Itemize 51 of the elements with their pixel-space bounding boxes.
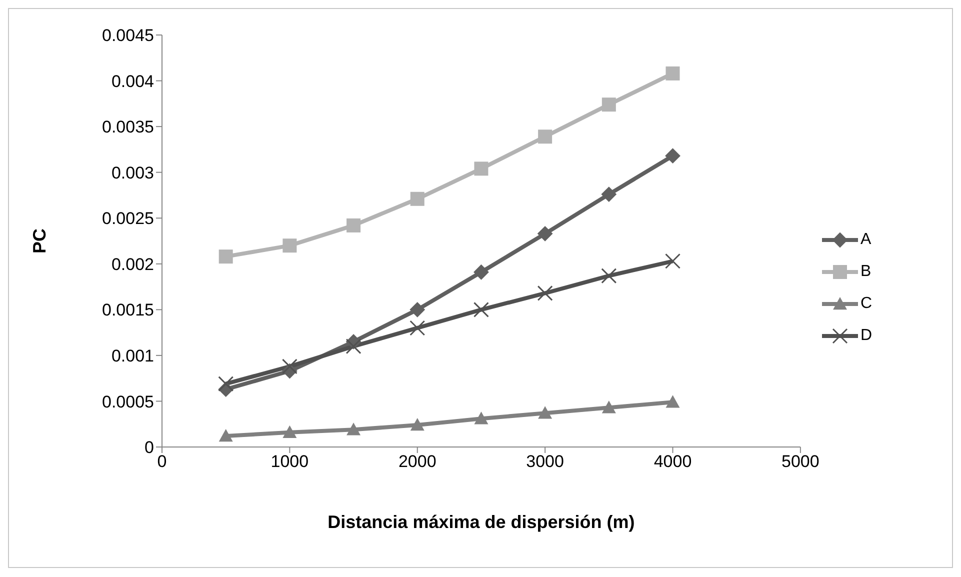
x-tick-label: 3000 xyxy=(526,452,564,472)
point xyxy=(410,192,424,206)
point xyxy=(282,238,297,253)
point xyxy=(474,412,488,424)
point xyxy=(538,130,552,144)
x-tick-label: 4000 xyxy=(654,452,692,472)
point xyxy=(410,320,426,336)
point xyxy=(346,218,361,232)
y-tick-label: 0.0015 xyxy=(102,300,154,320)
point xyxy=(218,376,234,392)
x-tick-label: 2000 xyxy=(398,452,436,472)
point xyxy=(473,302,489,318)
point xyxy=(601,186,616,202)
point xyxy=(538,226,553,242)
x-axis-title: Distancia máxima de dispersión (m) xyxy=(328,512,635,532)
point xyxy=(666,395,680,408)
point xyxy=(410,302,425,318)
point xyxy=(346,422,361,436)
y-tick-label: 0.0005 xyxy=(102,392,154,412)
point xyxy=(474,264,489,280)
point xyxy=(601,268,617,284)
y-tick-label: 0 xyxy=(144,438,154,458)
point xyxy=(282,425,297,438)
point xyxy=(218,250,233,264)
point xyxy=(474,162,488,176)
point xyxy=(538,406,552,419)
point xyxy=(602,98,616,112)
y-tick-label: 0.0035 xyxy=(102,118,154,137)
y-tick-label: 0.001 xyxy=(111,346,154,366)
point xyxy=(218,429,233,442)
legend-label: C xyxy=(860,295,872,313)
point xyxy=(346,338,362,354)
x-tick-label: 0 xyxy=(157,452,167,472)
x-tick-label: 1000 xyxy=(270,452,309,472)
legend-label: D xyxy=(860,327,872,345)
point xyxy=(410,418,424,431)
point xyxy=(282,358,298,374)
y-axis-title: PC xyxy=(29,228,50,254)
legend-label: B xyxy=(860,263,872,281)
y-tick-label: 0.002 xyxy=(111,254,154,274)
legend-label: A xyxy=(860,231,872,249)
y-tick-label: 0.0045 xyxy=(102,26,154,46)
x-tick-label: 5000 xyxy=(782,452,820,472)
point xyxy=(602,400,616,414)
y-tick-label: 0.004 xyxy=(111,72,154,91)
point xyxy=(666,66,680,80)
point xyxy=(665,148,680,164)
y-tick-label: 0.003 xyxy=(111,163,154,182)
point xyxy=(665,253,680,269)
point xyxy=(537,285,553,301)
y-tick-label: 0.0025 xyxy=(102,209,154,228)
